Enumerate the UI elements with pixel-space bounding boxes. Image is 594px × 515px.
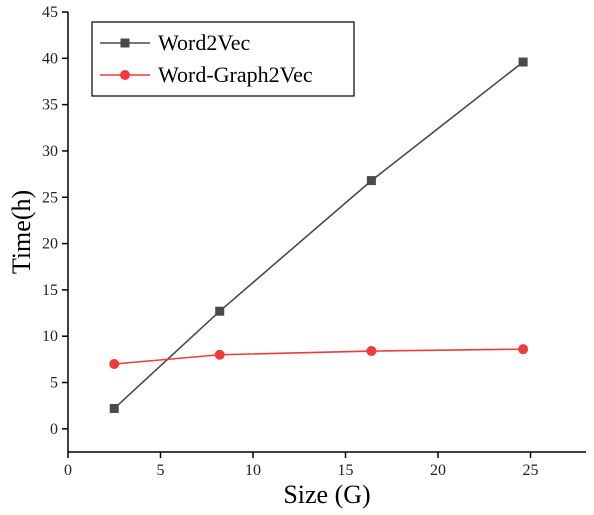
y-tick-label: 35 [42,97,58,114]
plot-area [67,12,586,453]
x-tick-label: 20 [430,462,446,479]
data-point-word2vec [518,57,528,67]
y-axis-title: Time(h) [7,190,36,274]
x-tick-label: 5 [157,462,165,479]
series-line-word-graph2vec [114,348,524,365]
legend-marker-word2vec [120,38,130,48]
y-tick-label: 5 [50,375,58,392]
x-tick-label: 25 [523,462,539,479]
y-tick-label: 45 [42,4,58,21]
legend-marker-word-graph2vec [120,70,130,80]
legend-label-word-graph2vec: Word-Graph2Vec [158,62,313,87]
y-ticks: 0 5 10 15 20 25 30 35 40 45 [42,4,68,438]
y-tick-label: 0 [50,421,58,438]
data-point-word-graph2vec [214,349,225,360]
data-point-word2vec [366,176,376,186]
legend: Word2Vec Word-Graph2Vec [91,21,355,97]
y-tick-label: 30 [42,143,58,160]
data-point-word-graph2vec [109,359,120,369]
legend-label-word2vec: Word2Vec [158,30,251,55]
x-axis-title: Size (G) [283,480,370,509]
y-tick-label: 10 [42,328,58,345]
x-tick-label: 0 [64,462,72,479]
legend-box [91,21,355,97]
series-layer [109,57,529,413]
x-tick-label: 10 [245,462,261,479]
y-tick-label: 40 [42,50,58,67]
y-tick-label: 25 [42,189,58,206]
data-point-word-graph2vec [518,344,529,355]
data-point-word2vec [215,306,225,316]
data-point-word-graph2vec [366,346,377,357]
x-tick-label: 15 [338,462,354,479]
legend-items: Word2Vec Word-Graph2Vec [100,30,313,87]
x-ticks: 0 5 10 15 20 25 [64,452,539,479]
y-tick-label: 20 [42,236,58,253]
y-tick-label: 15 [42,282,58,299]
series-line-word2vec [113,61,524,410]
data-point-word2vec [109,403,119,413]
